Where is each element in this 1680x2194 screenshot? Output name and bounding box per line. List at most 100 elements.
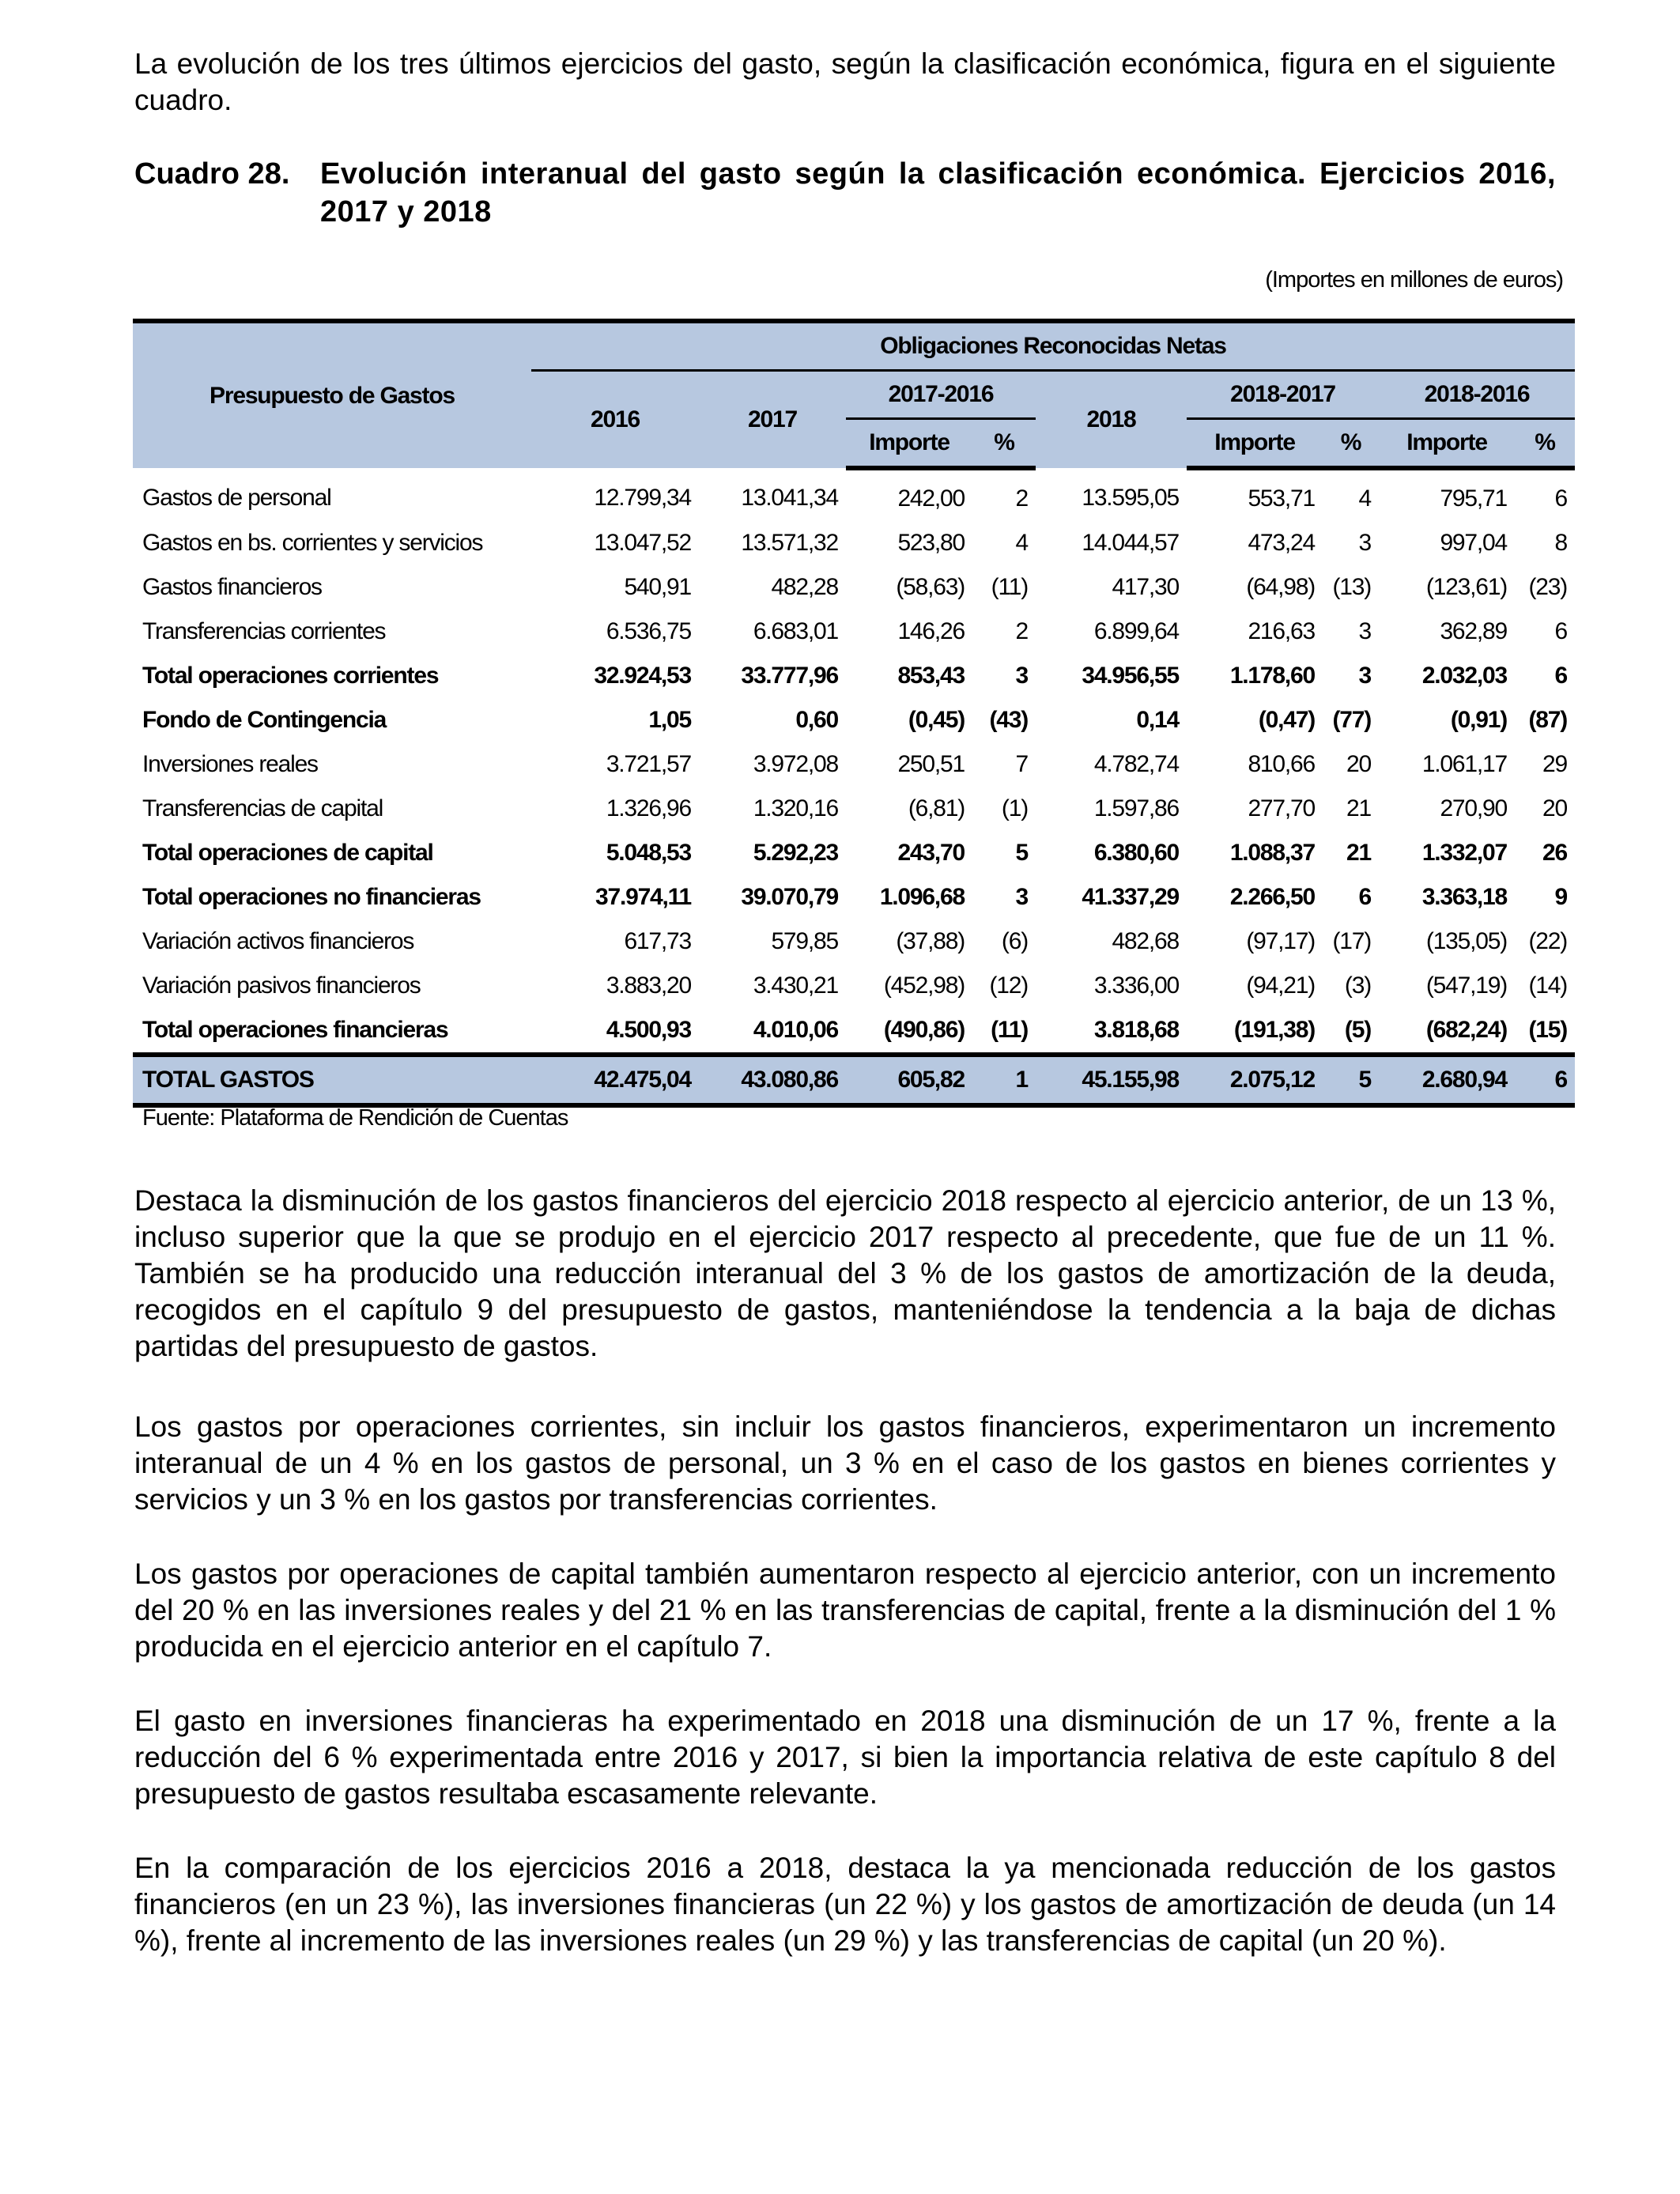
cell-value: 1.332,07 [1421, 840, 1508, 866]
cell-value: 20 [1346, 751, 1372, 777]
cell-value: 3.336,00 [1093, 972, 1180, 999]
cell-value: 3.721,57 [606, 751, 692, 777]
header-2018: 2018 [1036, 370, 1187, 468]
cell-value: 2.680,94 [1379, 1052, 1515, 1108]
table-row: Gastos financieros 540,91 482,28 (58,63) (11… [133, 565, 1575, 610]
cell-value: 1.088,37 [1229, 840, 1316, 866]
cell-value: 6 [1554, 485, 1569, 512]
cell-value: (77) [1332, 707, 1372, 733]
cell-value: 41.337,29 [1082, 884, 1180, 910]
cell-value: (58,63) [896, 574, 965, 600]
table-row: Variación pasivos financieros 3.883,20 3.4… [133, 964, 1575, 1008]
cell-value: (13) [1332, 574, 1372, 600]
cell-value: 523,80 [897, 530, 965, 556]
header-2017-2016: 2017-2016 [846, 370, 1036, 420]
cell-value: 810,66 [1248, 751, 1316, 777]
cell-value: (191,38) [1233, 1017, 1316, 1043]
row-label: Inversiones reales [142, 751, 319, 777]
cell-value: 34.956,55 [1082, 663, 1180, 689]
total-row: TOTAL GASTOS 42.475,04 43.080,86 605,82 1 45.… [133, 1052, 1575, 1108]
cell-value: (64,98) [1246, 574, 1316, 600]
cell-value: (135,05) [1425, 928, 1508, 954]
cell-value: (0,45) [908, 707, 965, 733]
cell-value: 3.883,20 [606, 972, 692, 999]
body-paragraph: En la comparación de los ejercicios 2016… [134, 1852, 1556, 1957]
cell-value: 1.096,68 [879, 884, 965, 910]
cell-value: 14.044,57 [1082, 530, 1180, 556]
cell-value: 6 [1358, 884, 1372, 910]
cell-value: 6 [1515, 1052, 1575, 1108]
cell-value: 250,51 [897, 751, 965, 777]
cell-value: 20 [1542, 795, 1568, 821]
cell-value: (1) [1001, 795, 1029, 821]
cell-value: 3 [1358, 663, 1372, 689]
row-label: TOTAL GASTOS [133, 1052, 531, 1108]
cell-value: (3) [1344, 972, 1372, 999]
table-row: Transferencias corrientes 6.536,75 6.683,0… [133, 610, 1575, 654]
cell-value: 4 [1358, 485, 1372, 512]
table-title-text: Evolución interanual del gasto según la … [320, 157, 1556, 228]
cell-value: (490,86) [883, 1017, 965, 1043]
cell-value: 1.061,17 [1421, 751, 1508, 777]
cell-value: 2 [1015, 485, 1029, 512]
cell-value: 1.597,86 [1093, 795, 1180, 821]
cell-value: (0,47) [1258, 707, 1316, 733]
row-label: Gastos en bs. corrientes y servicios [142, 530, 484, 556]
table-row: Fondo de Contingencia 1,05 0,60 (0,45) (43) 0… [133, 698, 1575, 742]
cell-value: 553,71 [1248, 485, 1316, 512]
cell-value: 43.080,86 [699, 1052, 846, 1108]
cell-value: 2.266,50 [1229, 884, 1316, 910]
cell-value: 1.320,16 [753, 795, 839, 821]
row-label: Transferencias de capital [142, 795, 383, 821]
cell-value: 13.571,32 [741, 530, 839, 556]
cell-value: 26 [1542, 840, 1568, 866]
cell-value: 362,89 [1440, 618, 1508, 644]
cell-value: 1.326,96 [606, 795, 692, 821]
table-row: Gastos de personal 12.799,34 13.041,34 242,… [133, 468, 1575, 521]
cell-value: 3.363,18 [1421, 884, 1508, 910]
body-paragraph: Destaca la disminución de los gastos fin… [134, 1184, 1556, 1362]
cell-value: (11) [991, 1017, 1029, 1043]
cell-value: 13.041,34 [741, 484, 839, 511]
row-label: Transferencias corrientes [142, 618, 387, 644]
cell-value: 5.048,53 [606, 840, 692, 866]
cell-value: 270,90 [1440, 795, 1508, 821]
cell-value: 1,05 [648, 707, 692, 733]
row-label: Total operaciones no financieras [142, 884, 481, 910]
cell-value: (22) [1528, 928, 1568, 954]
header-pct: % [972, 418, 1036, 470]
header-group: Obligaciones Reconocidas Netas [531, 319, 1575, 372]
cell-value: 21 [1346, 840, 1372, 866]
cell-value: (5) [1344, 1017, 1372, 1043]
row-label: Variación activos financieros [142, 928, 414, 954]
cell-value: 997,04 [1440, 530, 1508, 556]
cell-value: 853,43 [897, 663, 965, 689]
cell-value: 9 [1554, 884, 1569, 910]
cell-value: 7 [1015, 751, 1029, 777]
row-label: Total operaciones de capital [142, 840, 434, 866]
cell-value: 3.818,68 [1093, 1017, 1180, 1043]
header-2018-2016: 2018-2016 [1379, 370, 1575, 420]
table-row: Inversiones reales 3.721,57 3.972,08 250,51… [133, 742, 1575, 787]
cell-value: 1.178,60 [1229, 663, 1316, 689]
cell-value: 33.777,96 [741, 663, 839, 689]
table-row: Total operaciones no financieras 37.974,1… [133, 875, 1575, 920]
intro-paragraph: La evolución de los tres últimos ejercic… [134, 47, 1556, 116]
header-pct: % [1323, 418, 1379, 470]
cell-value: 6.536,75 [606, 618, 692, 644]
cell-value: 417,30 [1112, 574, 1180, 600]
table-row: Variación activos financieros 617,73 579,8… [133, 920, 1575, 964]
cell-value: (43) [989, 707, 1029, 733]
table-row: Total operaciones de capital 5.048,53 5.29… [133, 831, 1575, 875]
row-label: Variación pasivos financieros [142, 972, 421, 999]
header-pct: % [1515, 418, 1575, 470]
cell-value: 3.430,21 [753, 972, 839, 999]
source-note: Fuente: Plataforma de Rendición de Cuent… [142, 1105, 568, 1131]
cell-value: 2 [1015, 618, 1029, 644]
header-row-label: Presupuesto de Gastos [133, 319, 531, 468]
cell-value: 3 [1015, 663, 1029, 689]
expense-table: Presupuesto de Gastos Obligaciones Recon… [133, 319, 1575, 1108]
cell-value: 13.047,52 [594, 530, 692, 556]
cell-value: 3.972,08 [753, 751, 839, 777]
cell-value: 2.075,12 [1187, 1052, 1323, 1108]
